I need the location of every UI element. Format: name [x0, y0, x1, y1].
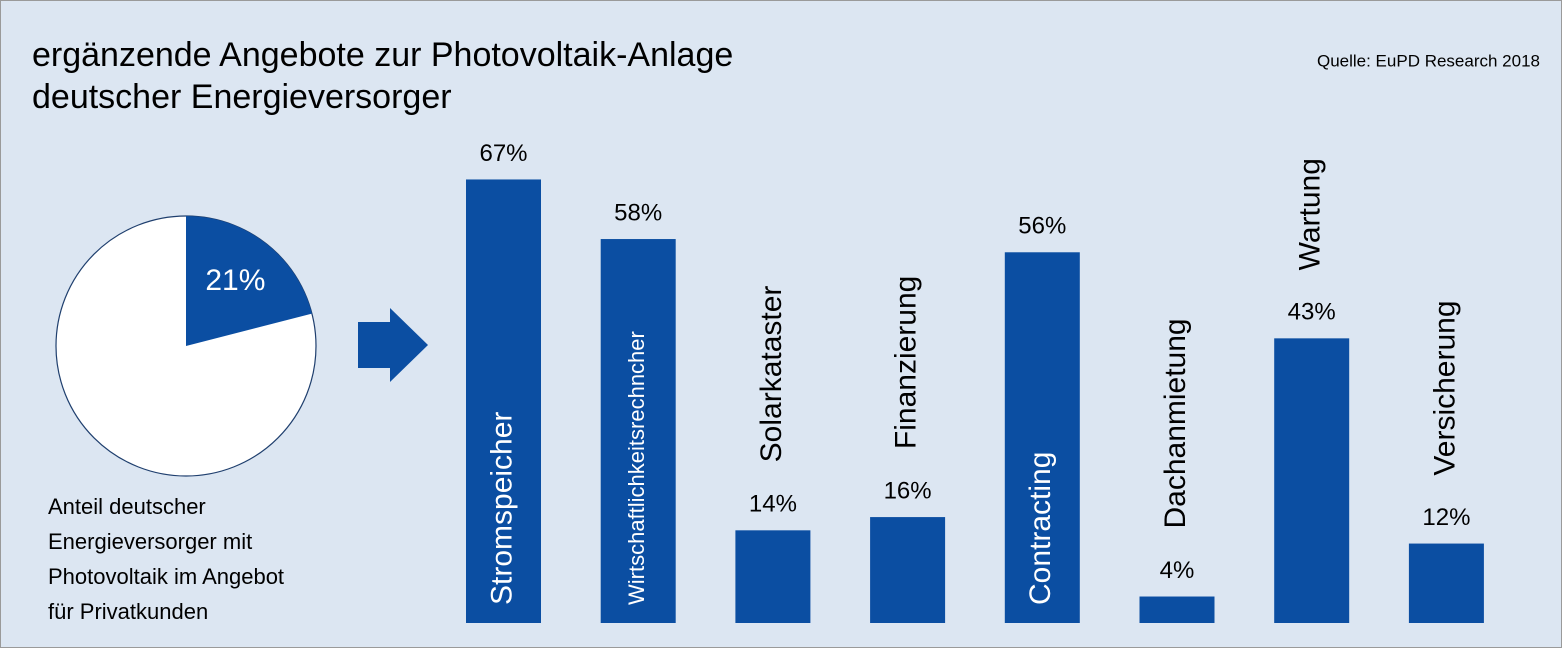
bar: [870, 517, 946, 623]
value-label: 14%: [749, 491, 797, 518]
category-label: Wartung: [1294, 158, 1327, 270]
bar: [1004, 252, 1080, 623]
category-label: Finanzierung: [890, 276, 923, 449]
value-label: 16%: [884, 477, 932, 504]
pie-caption: für Privatkunden: [48, 599, 208, 624]
value-label: 58%: [614, 199, 662, 226]
category-label: Versicherung: [1428, 300, 1461, 475]
bar: [600, 239, 676, 624]
value-label: 67%: [479, 140, 527, 167]
pie-caption: Anteil deutscher: [48, 494, 206, 519]
pie-caption: Photovoltaik im Angebot: [48, 564, 284, 589]
category-label: Stromspeicher: [485, 412, 518, 605]
chart-title: ergänzende Angebote zur Photovoltaik-Anl…: [32, 36, 733, 74]
pie-slice: [186, 216, 312, 346]
bar: [1274, 338, 1350, 623]
source: Quelle: EuPD Research 2018: [1317, 51, 1540, 70]
value-label: 43%: [1288, 299, 1336, 326]
bar: [1139, 596, 1215, 623]
category-label: Contracting: [1024, 452, 1057, 605]
category-label: Wirtschaftlichkeitsrechncher: [624, 331, 649, 605]
value-label: 4%: [1160, 557, 1195, 584]
value-label: 56%: [1018, 213, 1066, 240]
chart-title: deutscher Energieversorger: [32, 78, 452, 116]
bar: [735, 530, 811, 623]
value-label: 12%: [1422, 504, 1470, 531]
category-label: Dachanmietung: [1159, 318, 1192, 528]
bar: [1408, 543, 1484, 623]
pie-caption: Energieversorger mit: [48, 529, 252, 554]
pie-label: 21%: [205, 264, 265, 297]
bar: [466, 179, 541, 623]
category-label: Solarkataster: [755, 286, 788, 463]
arrow: [358, 308, 428, 382]
